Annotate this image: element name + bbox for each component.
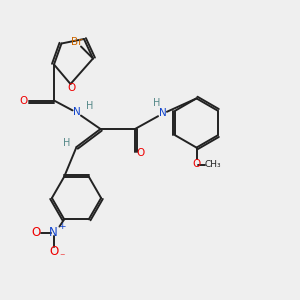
Text: N: N: [49, 226, 58, 239]
Text: H: H: [63, 138, 70, 148]
Text: CH₃: CH₃: [205, 160, 221, 169]
Text: O: O: [136, 148, 145, 158]
Text: O: O: [192, 159, 201, 169]
Text: N: N: [73, 107, 81, 117]
Text: ⁻: ⁻: [59, 252, 65, 262]
Text: O: O: [19, 95, 27, 106]
Text: H: H: [153, 98, 160, 108]
Text: O: O: [49, 245, 58, 258]
Text: O: O: [68, 82, 76, 93]
Text: N: N: [159, 107, 167, 118]
Text: Br: Br: [71, 37, 82, 47]
Text: +: +: [58, 222, 66, 231]
Text: O: O: [31, 226, 40, 239]
Text: H: H: [86, 101, 94, 111]
